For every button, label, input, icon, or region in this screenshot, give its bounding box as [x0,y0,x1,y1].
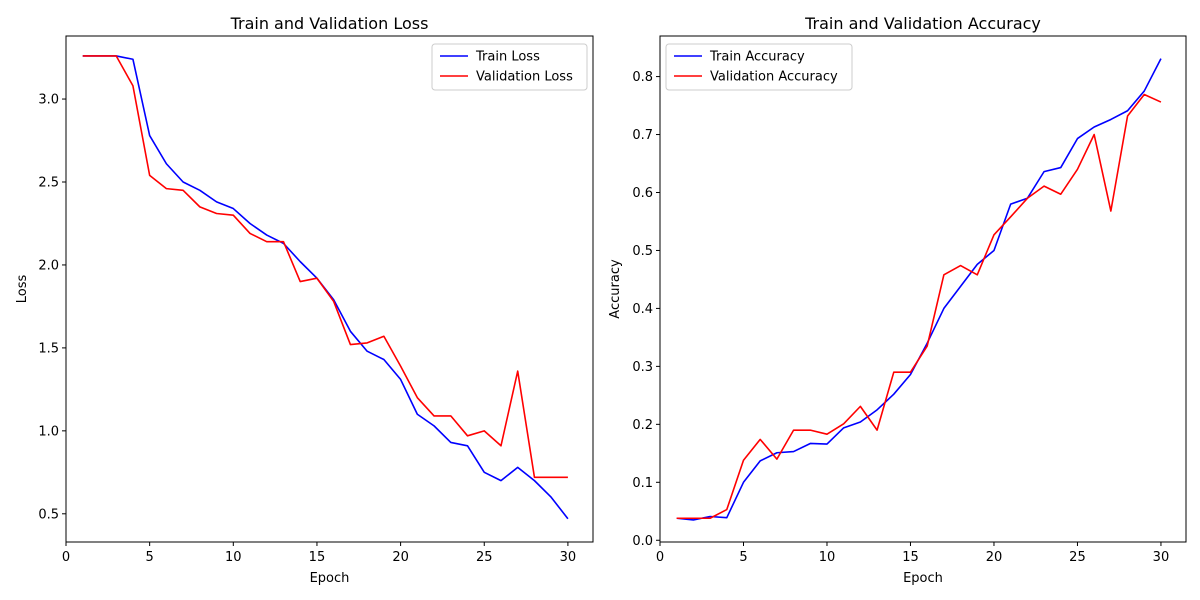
loss-chart-title: Train and Validation Loss [230,14,429,33]
loss-y-tick-label: 3.0 [38,93,59,108]
accuracy-y-tick-label: 0.1 [632,476,653,491]
accuracy-x-tick-label: 0 [656,550,664,565]
accuracy-plot-frame [659,35,1187,543]
accuracy-x-tick-label: 25 [1069,550,1086,565]
accuracy-y-axis-label: Accuracy [608,259,623,319]
accuracy-y-tick-label: 0.7 [632,128,653,143]
loss-y-tick-label: 0.5 [38,507,59,522]
loss-y-tick-label: 1.0 [38,424,59,439]
accuracy-y-tick-label: 0.0 [632,534,653,549]
accuracy-series-line-train [676,58,1162,521]
loss-x-tick-label: 5 [146,550,154,565]
loss-legend-label-train: Train Loss [475,50,540,65]
accuracy-legend: Train Accuracy Validation Accuracy [665,43,853,91]
loss-legend-label-validation: Validation Loss [476,70,573,85]
accuracy-chart: 0 5 10 15 20 25 30 0.0 0.1 0.2 0.3 0.4 0.5 0.6 0.7 0.8 T… [608,14,1187,586]
accuracy-y-tick-label: 0.5 [632,244,653,259]
accuracy-x-tick-label: 15 [902,550,919,565]
loss-chart: 0 5 10 15 20 25 30 0.5 1.0 1.5 2.0 2.5 3.0 Train and … [15,14,594,586]
loss-x-tick-label: 30 [560,550,577,565]
loss-legend-box [431,43,588,91]
loss-x-tick-label: 0 [62,550,70,565]
loss-x-tick-label: 20 [392,550,409,565]
loss-y-axis-label: Loss [15,275,30,304]
loss-legend: Train Loss Validation Loss [431,43,588,91]
loss-plot-frame [65,35,594,543]
loss-y-tick-label: 2.5 [38,175,59,190]
accuracy-y-tick-label: 0.3 [632,360,653,375]
accuracy-x-tick-label: 5 [739,550,747,565]
accuracy-x-tick-label: 20 [986,550,1003,565]
accuracy-y-tick-label: 0.4 [632,302,653,317]
accuracy-x-tick-label: 30 [1153,550,1170,565]
accuracy-series-line-validation [676,93,1162,520]
loss-series-line-train [82,55,569,520]
accuracy-y-tick-label: 0.8 [632,70,653,85]
accuracy-legend-label-validation: Validation Accuracy [710,70,838,85]
accuracy-y-tick-label: 0.6 [632,186,653,201]
accuracy-x-axis-label: Epoch [903,571,943,586]
loss-y-tick-label: 2.0 [38,258,59,273]
loss-x-tick-label: 10 [225,550,242,565]
accuracy-x-tick-label: 10 [819,550,836,565]
accuracy-legend-label-train: Train Accuracy [709,50,805,65]
loss-y-tick-label: 1.5 [38,341,59,356]
accuracy-chart-title: Train and Validation Accuracy [804,14,1041,33]
accuracy-legend-box [665,43,853,91]
loss-series-line-validation [82,55,568,479]
accuracy-y-tick-label: 0.2 [632,418,653,433]
loss-x-tick-label: 15 [309,550,326,565]
loss-x-tick-label: 25 [476,550,493,565]
loss-x-axis-label: Epoch [310,571,350,586]
